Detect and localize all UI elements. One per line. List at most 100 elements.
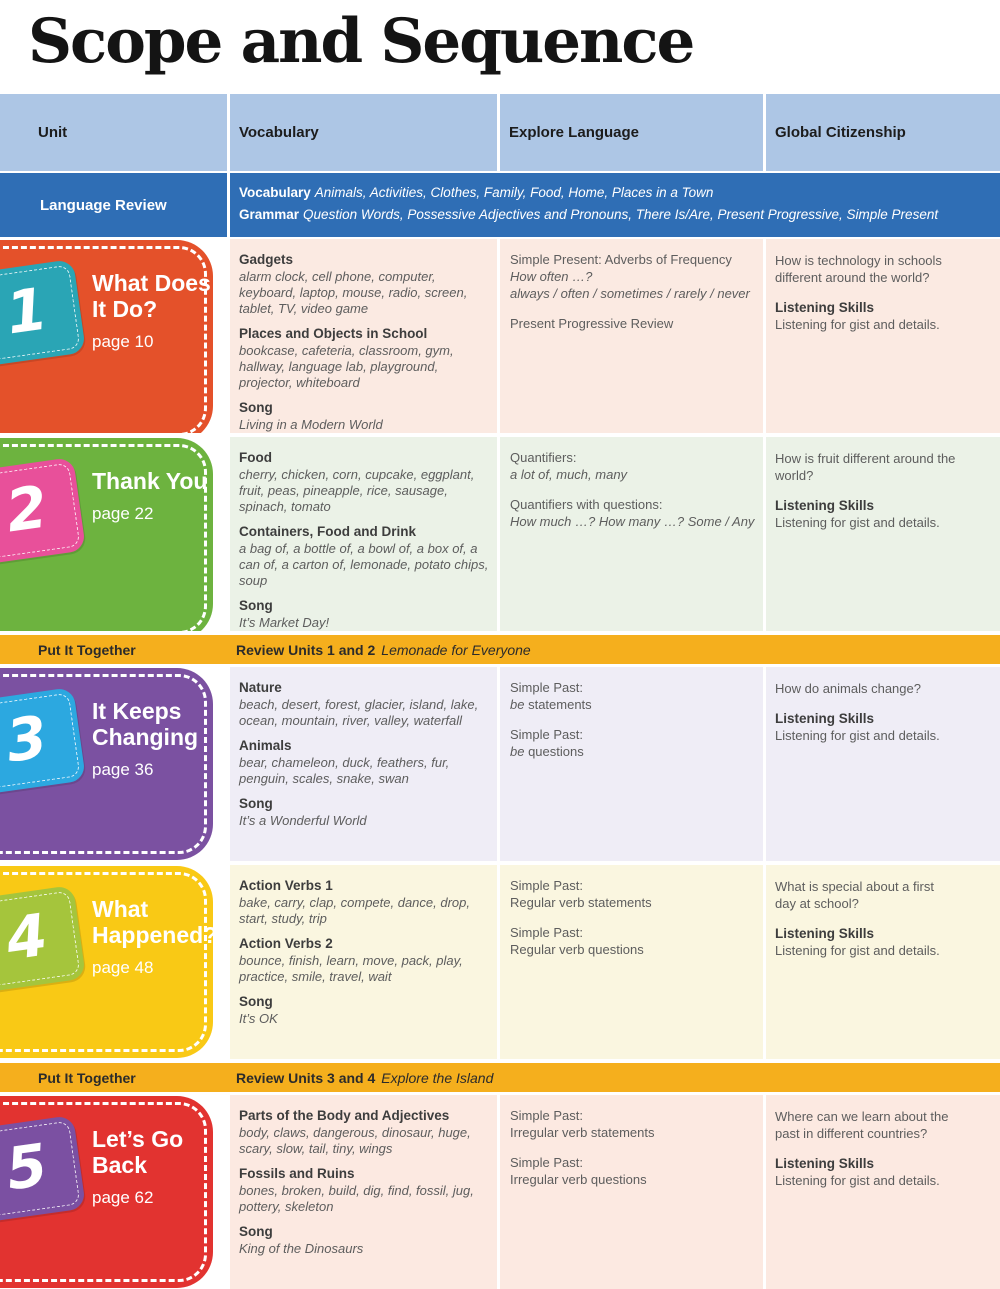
- unit-number-tile: 4: [0, 885, 87, 993]
- explore-line-text: statements: [524, 696, 592, 712]
- vocab-heading: Containers, Food and Drink: [239, 524, 417, 540]
- vocab-group: Fossils and Ruins bones, broken, build, d…: [239, 1166, 489, 1215]
- explore-cell: Simple Past: be statements Simple Past: be …: [500, 667, 763, 861]
- listening-skills-text: Listening for gist and details.: [775, 727, 940, 743]
- explore-line: Regular verb questions: [510, 942, 757, 959]
- vocab-heading: Action Verbs 1: [239, 878, 333, 893]
- column-header-explore-language: Explore Language: [500, 94, 763, 171]
- unit-cell: 2 Thank You page 22: [0, 437, 227, 631]
- explore-line: Regular verb statements: [510, 895, 757, 912]
- unit-card: 2 Thank You page 22: [0, 438, 213, 631]
- global-question: What is special about a first day at sch…: [775, 879, 934, 912]
- vocab-heading: Song: [239, 994, 273, 1010]
- vocabulary-label: Vocabulary: [239, 185, 311, 200]
- vocab-group: Containers, Food and Drink a bag of, a bo…: [239, 524, 489, 589]
- explore-group: Simple Past: Regular verb questions: [510, 925, 757, 959]
- explore-group: Simple Past: Regular verb statements: [510, 878, 757, 912]
- global-question: How is fruit different around the world?: [775, 451, 956, 484]
- global-question: Where can we learn about the past in dif…: [775, 1109, 949, 1142]
- explore-line: Irregular verb questions: [510, 1172, 757, 1189]
- vocab-words: bake, carry, clap, compete, dance, drop,…: [239, 894, 470, 926]
- grammar-label: Grammar: [239, 206, 300, 222]
- column-header-row: Unit Vocabulary Explore Language Global …: [0, 94, 1000, 171]
- vocab-words: bookcase, cafeteria, classroom, gym, hal…: [239, 343, 454, 391]
- explore-group: Simple Present: Adverbs of Frequency How …: [510, 252, 757, 303]
- unit-card: 5 Let’s Go Back page 62: [0, 1096, 213, 1288]
- explore-group: Simple Past: Irregular verb questions: [510, 1155, 757, 1189]
- listening-skills-heading: Listening Skills: [775, 711, 875, 727]
- explore-line-emphasis: always / often / sometimes / rarely / ne…: [510, 285, 750, 301]
- vocab-group: Parts of the Body and Adjectives body, cl…: [239, 1108, 489, 1157]
- global-cell: Where can we learn about the past in dif…: [766, 1095, 1000, 1289]
- vocabulary-cell: Food cherry, chicken, corn, cupcake, eggp…: [230, 437, 497, 631]
- listening-skills-heading: Listening Skills: [775, 498, 875, 514]
- listening-skills-text: Listening for gist and details.: [775, 316, 940, 332]
- vocab-words: bones, broken, build, dig, find, fossil,…: [239, 1182, 474, 1215]
- vocab-group: Song Living in a Modern World: [239, 400, 489, 433]
- unit-title-box: It Keeps Changing page 36: [92, 698, 216, 780]
- global-cell: How is fruit different around the world?…: [766, 437, 1000, 631]
- unit-title-box: Thank You page 22: [92, 468, 216, 524]
- explore-line: be questions: [510, 744, 757, 761]
- vocab-words: body, claws, dangerous, dinosaur, huge, …: [239, 1124, 471, 1156]
- unit-row-1: 1 What Does It Do? page 10 Gadgets alarm clo…: [0, 239, 1000, 433]
- unit-card: 3 It Keeps Changing page 36: [0, 668, 213, 860]
- explore-group: Present Progressive Review: [510, 316, 757, 333]
- vocab-group: Action Verbs 1 bake, carry, clap, compete…: [239, 878, 489, 927]
- unit-number-tile: 5: [0, 1115, 87, 1223]
- unit-number: 5: [1, 1130, 52, 1204]
- global-cell: How do animals change? Listening Skills Li…: [766, 667, 1000, 861]
- explore-heading: Simple Past:: [510, 924, 583, 940]
- explore-group: Simple Past: Irregular verb statements: [510, 1108, 757, 1142]
- listening-skills-heading: Listening Skills: [775, 926, 875, 942]
- explore-line: a lot of, much, many: [510, 467, 757, 484]
- vocab-group: Song King of the Dinosaurs: [239, 1224, 489, 1257]
- review-title: Lemonade for Everyone: [381, 641, 531, 658]
- vocab-words: It’s OK: [239, 1011, 278, 1027]
- explore-line: Irregular verb statements: [510, 1125, 757, 1142]
- unit-page-label: page 22: [92, 503, 154, 523]
- vocab-words: alarm clock, cell phone, computer, keybo…: [239, 268, 468, 317]
- vocab-heading: Song: [239, 1224, 273, 1240]
- language-review-row: Language Review Vocabulary Animals, Activ…: [0, 173, 1000, 237]
- unit-title: Let’s Go Back: [92, 1126, 184, 1178]
- vocab-group: Gadgets alarm clock, cell phone, computer…: [239, 252, 489, 317]
- unit-cell: 3 It Keeps Changing page 36: [0, 667, 227, 861]
- explore-cell: Simple Past: Irregular verb statements Sim…: [500, 1095, 763, 1289]
- vocab-heading: Fossils and Ruins: [239, 1166, 355, 1182]
- explore-line: How often …?: [510, 269, 757, 286]
- page-title: Scope and Sequence: [28, 6, 695, 77]
- explore-group: Simple Past: be statements: [510, 680, 757, 714]
- vocab-group: Song It’s a Wonderful World: [239, 796, 489, 829]
- listening-skills-heading: Listening Skills: [775, 1156, 875, 1172]
- vocab-heading: Song: [239, 796, 273, 812]
- global-cell: What is special about a first day at sch…: [766, 865, 1000, 1059]
- unit-number-tile: 3: [0, 687, 87, 795]
- vocab-group: Nature beach, desert, forest, glacier, is…: [239, 680, 489, 729]
- explore-cell: Simple Past: Regular verb statements Simpl…: [500, 865, 763, 1059]
- put-it-together-label: Put It Together: [38, 641, 136, 658]
- language-review-vocabulary-line: Vocabulary Animals, Activities, Clothes, …: [239, 182, 992, 204]
- unit-row-2: 2 Thank You page 22 Food cherry, chicken, co…: [0, 437, 1000, 631]
- explore-line-emphasis: be: [510, 743, 525, 759]
- unit-number: 3: [1, 702, 52, 776]
- vocab-group: Animals bear, chameleon, duck, feathers, …: [239, 738, 489, 787]
- grammar-text: Question Words, Possessive Adjectives an…: [303, 206, 939, 222]
- explore-cell: Simple Present: Adverbs of Frequency How …: [500, 239, 763, 433]
- unit-card: 4 What Happened? page 48: [0, 866, 217, 1058]
- vocab-words: a bag of, a bottle of, a bowl of, a box …: [239, 541, 489, 589]
- explore-heading: Simple Past:: [510, 726, 583, 742]
- vocab-words: beach, desert, forest, glacier, island, …: [239, 696, 479, 728]
- vocabulary-text: Animals, Activities, Clothes, Family, Fo…: [314, 185, 714, 200]
- unit-card: 1 What Does It Do? page 10: [0, 240, 213, 433]
- unit-number: 2: [1, 472, 52, 546]
- explore-line-emphasis: a lot of, much, many: [510, 466, 628, 482]
- listening-skills-text: Listening for gist and details.: [775, 514, 940, 530]
- vocab-words: Living in a Modern World: [239, 417, 383, 433]
- language-review-label: Language Review: [0, 173, 227, 237]
- vocab-heading: Food: [239, 450, 272, 465]
- column-header-global-citizenship: Global Citizenship: [766, 94, 1000, 171]
- explore-heading: Simple Past:: [510, 878, 583, 893]
- vocab-words: bear, chameleon, duck, feathers, fur, pe…: [239, 754, 450, 787]
- unit-title-box: What Happened? page 48: [92, 896, 217, 978]
